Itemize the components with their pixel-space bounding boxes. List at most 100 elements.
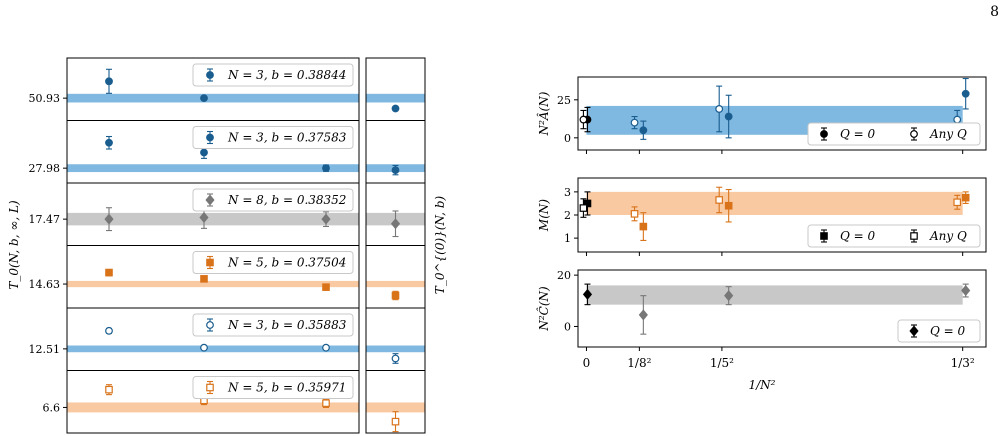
legend: N = 3, b = 0.35883 (192, 313, 354, 337)
data-point-extrapolated (391, 417, 400, 426)
data-point (200, 275, 208, 283)
legend-box (192, 251, 354, 274)
ytick-label: 17.47 (29, 213, 61, 226)
legend: Q = 0 Any Q (807, 122, 981, 146)
legend: Q = 0 (897, 319, 981, 343)
legend: N = 3, b = 0.37583 (192, 126, 354, 149)
left-panel-5: 12.51 N = 3, b = 0.35883 (29, 307, 426, 371)
legend-marker (909, 325, 919, 337)
ytick-label: 25 (557, 94, 571, 107)
left-panel-1: 50.93 N = 3, b = 0.38844 (29, 57, 426, 121)
band-extrapolated (366, 402, 425, 413)
legend-box (192, 376, 354, 399)
panel-frame-extrapolated (365, 370, 426, 434)
data-point (961, 89, 970, 98)
right-panel-3: 0 20 N²Ĉ(N) Q = 0 (535, 269, 987, 351)
data-point (724, 201, 733, 210)
data-point (961, 193, 970, 202)
legend-marker (820, 232, 828, 240)
ytick-label: 20 (557, 269, 571, 282)
legend-label: Q = 0 (840, 229, 876, 243)
legend-label: Q = 0 (930, 324, 966, 338)
left-panel-3: 17.47 N = 8, b = 0.38352 (29, 182, 426, 246)
band (67, 280, 359, 288)
legend-box (192, 313, 354, 337)
legend: N = 3, b = 0.38844 (192, 63, 354, 87)
right-figure: 0 25 N²Â(N) Q = 0 Any Q 1 2 3 M(N) Q = 0 Any Q 0 20 N… (535, 76, 987, 392)
data-point-extrapolated (391, 104, 400, 113)
ytick-label: 0 (564, 132, 571, 145)
ylabel: N²Â(N) (536, 91, 551, 136)
legend-box (192, 63, 354, 87)
ytick-label: 2 (564, 209, 571, 222)
legend-box (807, 122, 981, 146)
data-point (322, 399, 330, 407)
data-point (105, 385, 113, 394)
legend: N = 8, b = 0.38352 (192, 188, 354, 212)
right-panel-2: 1 2 3 M(N) Q = 0 Any Q (537, 177, 987, 256)
ytick-label: 27.98 (29, 162, 61, 175)
ylabel: N²Ĉ(N) (535, 286, 551, 332)
xtick-label: 1/3² (951, 356, 975, 370)
panel-frame (577, 76, 987, 151)
xtick-label: 1/5² (710, 356, 734, 370)
xtick-label: 1/8² (627, 356, 651, 370)
data-point (200, 94, 208, 103)
legend-marker (910, 130, 918, 138)
data-point (200, 343, 208, 352)
data-point (104, 213, 114, 225)
data-point (105, 326, 113, 335)
data-point (322, 283, 330, 291)
data-point-extrapolated (391, 291, 400, 300)
legend: N = 5, b = 0.35971 (192, 376, 354, 399)
legend-label: Q = 0 (840, 127, 876, 141)
left-ylabel: T_0(N, b, ∞, L) (7, 200, 21, 290)
data-point (715, 105, 724, 113)
xtick-label: 0 (583, 356, 591, 370)
xlabel: 1/N² (749, 378, 776, 392)
band (586, 191, 963, 215)
data-point (724, 290, 734, 302)
data-point (630, 210, 639, 218)
page-number: 8 (990, 4, 999, 20)
legend-box (192, 188, 354, 212)
legend-marker (910, 232, 918, 240)
data-point (583, 199, 592, 208)
panel-frame (66, 370, 360, 434)
legend-marker (205, 194, 215, 206)
legend-box (192, 126, 354, 149)
band (67, 402, 359, 413)
ytick-label: 6.6 (43, 401, 61, 414)
data-point (322, 343, 330, 352)
data-point (953, 198, 962, 207)
legend: Q = 0 Any Q (807, 224, 981, 248)
legend-label: N = 3, b = 0.38844 (227, 68, 346, 82)
data-point (199, 211, 209, 224)
legend-label: N = 8, b = 0.38352 (227, 193, 346, 207)
ytick-label: 50.93 (29, 92, 61, 105)
data-point (322, 164, 330, 173)
band-extrapolated (366, 280, 425, 288)
data-point (724, 112, 733, 121)
band (586, 285, 963, 305)
ytick-label: 1 (564, 232, 571, 245)
data-point (630, 118, 639, 127)
band (67, 93, 359, 103)
legend-label: N = 3, b = 0.37583 (227, 131, 347, 145)
right-panel-1: 0 25 N²Â(N) Q = 0 Any Q (536, 76, 987, 154)
data-point (579, 204, 588, 212)
data-point-extrapolated (390, 218, 401, 230)
left-figure: 50.93 N = 3, b = 0.38844 27.98 N = 3, b = 0… (7, 57, 447, 434)
legend-marker (206, 71, 214, 79)
data-point (579, 115, 588, 124)
data-point (105, 77, 113, 86)
data-point (953, 115, 962, 124)
band (67, 164, 359, 173)
legend-label: N = 5, b = 0.37504 (227, 256, 346, 270)
legend-box (897, 319, 981, 343)
ytick-label: 0 (564, 320, 571, 333)
ylabel: M(N) (537, 199, 551, 232)
data-point (105, 138, 113, 147)
data-point (715, 196, 723, 204)
ytick-label: 12.51 (29, 343, 61, 356)
